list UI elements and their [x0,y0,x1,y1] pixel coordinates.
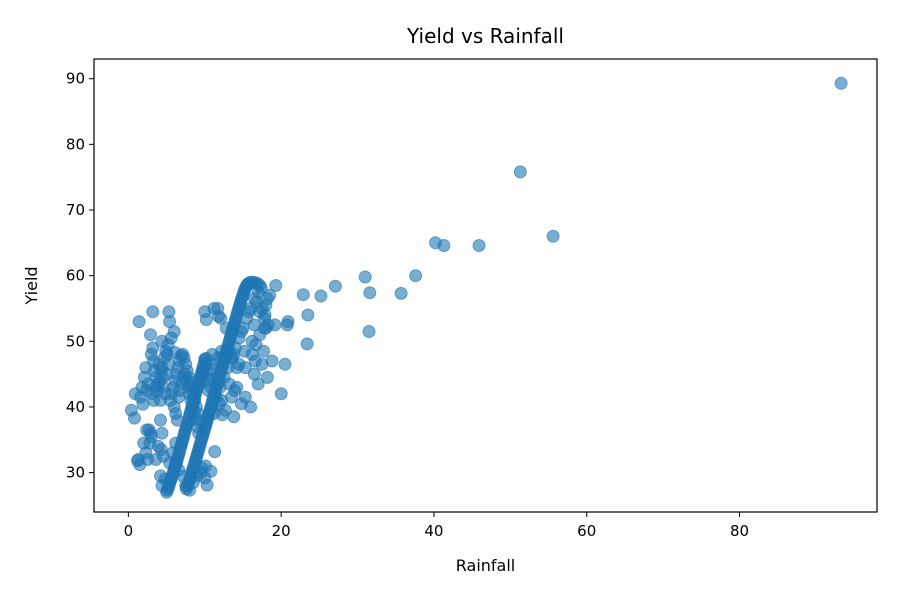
data-point [834,76,848,90]
data-point [168,346,182,359]
y-axis-label: Yield [22,266,41,305]
data-point [155,426,169,440]
data-point [227,410,241,424]
data-point [215,408,229,422]
data-point [219,321,233,335]
x-axis-ticks: 0 20 40 60 80 [124,512,749,540]
y-tick-label: 50 [66,332,85,350]
y-tick-label: 30 [66,464,85,482]
data-point [300,337,314,351]
x-tick-label: 60 [577,522,596,540]
plot-frame [93,58,878,513]
data-point [128,411,141,425]
data-point [132,315,146,329]
x-tick-label: 20 [272,522,291,540]
data-point [202,384,216,397]
y-axis-ticks: 30 40 50 60 70 80 90 [66,70,94,482]
data-point [154,413,167,427]
data-point [301,308,315,322]
data-points [124,76,848,499]
data-point [208,445,222,459]
data-point [169,436,183,450]
data-point [146,305,160,319]
data-point [214,311,228,325]
data-point [158,387,172,401]
data-point [136,397,150,411]
y-tick-label: 60 [66,267,85,285]
data-point [328,279,342,293]
data-point [394,286,408,300]
data-point [140,423,154,437]
data-point [472,239,486,252]
data-point [269,279,283,292]
y-tick-label: 90 [66,70,85,88]
data-point [363,286,377,300]
x-tick-label: 40 [424,522,443,540]
data-point [265,354,279,368]
data-point [240,279,254,292]
data-point [238,361,252,375]
data-point [225,390,238,404]
data-point [131,454,144,468]
y-tick-label: 70 [66,201,85,219]
data-point [513,165,527,179]
data-point [154,469,167,483]
data-point [192,426,206,440]
data-point [358,270,372,284]
data-point [155,334,169,348]
data-point [437,239,451,252]
chart-title: Yield vs Rainfall [406,24,564,48]
y-tick-label: 80 [66,135,85,153]
data-point [546,229,560,243]
data-point [170,413,184,427]
data-point [199,313,213,327]
x-axis-label: Rainfall [456,556,515,575]
data-point [212,397,226,411]
data-point [260,370,274,384]
data-point [146,341,160,355]
data-point [409,269,423,283]
data-point [274,387,288,401]
data-point [314,289,328,303]
y-tick-label: 40 [66,398,85,416]
data-point [278,357,292,371]
data-point [200,478,214,492]
data-point [169,456,183,470]
data-point [261,318,275,332]
data-point [247,367,261,381]
data-point [195,461,209,475]
data-point [281,315,295,329]
data-point [238,390,252,404]
data-point [248,354,262,368]
x-tick-label: 80 [730,522,749,540]
data-point [257,344,271,358]
data-point [144,328,157,342]
x-tick-label: 0 [124,522,134,540]
data-point [244,400,258,414]
data-point [205,347,219,361]
data-point [362,325,376,338]
data-point [296,288,310,302]
data-point [234,325,248,338]
